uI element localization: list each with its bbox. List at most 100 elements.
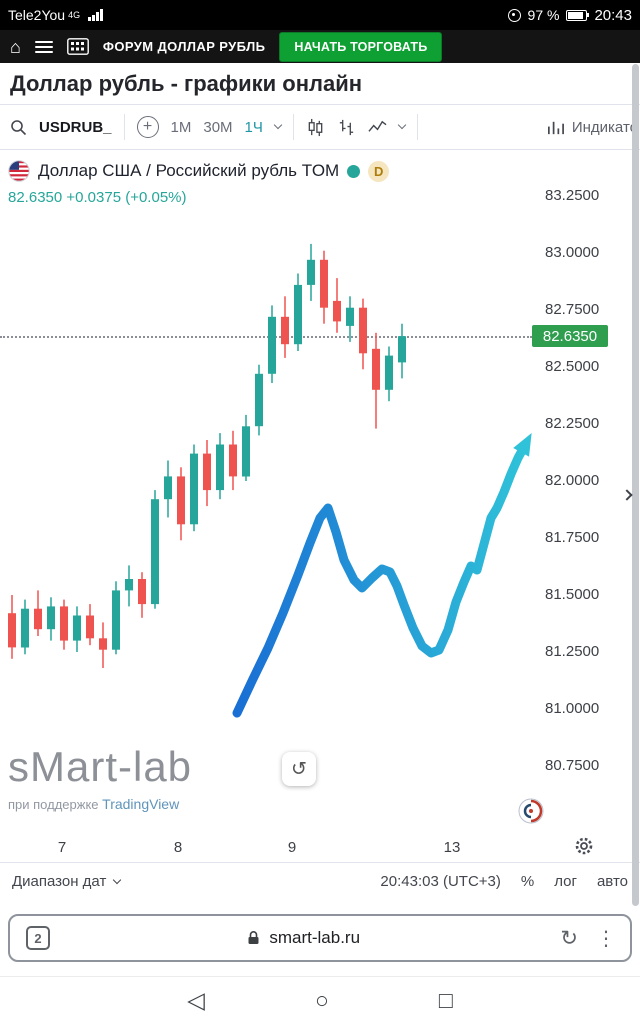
network-type-label: 4G — [68, 10, 81, 20]
log-scale-button[interactable]: лог — [554, 873, 577, 890]
candle — [21, 599, 29, 655]
indicators-button[interactable]: Индикато — [546, 118, 638, 137]
candle — [255, 364, 263, 436]
browser-bottom-bar: 2 smart-lab.ru ↻ ⋮ — [0, 900, 640, 976]
settings-gear-icon[interactable] — [574, 836, 594, 861]
candle — [346, 296, 354, 342]
tab-switcher-button[interactable]: 2 — [26, 926, 50, 950]
start-trading-button[interactable]: НАЧАТЬ ТОРГОВАТЬ — [279, 31, 443, 62]
timeframe-1m-button[interactable]: 1M — [170, 118, 192, 136]
page-title: Доллар рубль - графики онлайн — [10, 70, 363, 96]
percent-scale-button[interactable]: % — [520, 873, 535, 890]
time-axis-label: 7 — [57, 839, 67, 856]
candle — [242, 414, 250, 481]
status-bar: Tele2You 4G 97 % 20:43 — [0, 0, 640, 30]
home-icon[interactable]: ⌂ — [10, 36, 21, 57]
chevron-right-icon — [621, 489, 633, 501]
page-title-row: Доллар рубль - графики онлайн — [0, 63, 640, 104]
search-icon[interactable] — [10, 119, 27, 136]
time-axis-label: 8 — [173, 839, 183, 856]
price-chart-canvas[interactable] — [0, 150, 640, 832]
ohlc-bars-style-icon[interactable] — [337, 118, 356, 137]
date-range-label: Диапазон дат — [12, 873, 107, 890]
candle — [86, 604, 94, 646]
price-axis-label: 82.7500 — [545, 301, 600, 318]
browser-menu-icon[interactable]: ⋮ — [596, 927, 616, 950]
candle — [60, 599, 68, 650]
candle — [164, 460, 172, 518]
candle — [34, 590, 42, 636]
date-range-chevron-icon — [113, 875, 122, 884]
price-axis[interactable]: 83.2500 83.0000 82.7500 82.5000 82.2500 82.00… — [545, 150, 635, 832]
timezone-clock-button[interactable]: 20:43:03 (UTC+3) — [380, 873, 501, 890]
battery-percent-label: 97 % — [527, 7, 560, 23]
page-scrollbar[interactable] — [632, 64, 639, 906]
status-right: 97 % 20:43 — [507, 6, 632, 24]
smartlab-forum-logo-icon[interactable] — [66, 38, 89, 55]
tradingview-link[interactable]: TradingView — [102, 796, 180, 813]
hand-drawn-trend-line[interactable] — [232, 442, 529, 718]
price-axis-label: 80.7500 — [545, 757, 600, 774]
candle — [8, 595, 16, 659]
time-axis-label: 9 — [287, 839, 297, 856]
menu-icon[interactable] — [34, 40, 53, 53]
url-bar[interactable]: smart-lab.ru — [58, 928, 548, 948]
status-clock: 20:43 — [594, 6, 632, 24]
candlestick-style-icon[interactable] — [306, 118, 325, 137]
candle — [190, 444, 198, 532]
last-price-line — [0, 336, 532, 339]
toolbar-separator — [123, 114, 125, 140]
time-axis[interactable]: 7 8 9 13 — [0, 832, 640, 862]
timeframe-1h-button[interactable]: 1Ч — [244, 118, 263, 136]
candle — [112, 581, 120, 655]
price-axis-label: 83.2500 — [545, 187, 600, 204]
auto-scale-button[interactable]: авто — [596, 873, 628, 890]
nav-back-button[interactable]: ◁ — [187, 987, 205, 1013]
timeframe-30m-button[interactable]: 30M — [203, 118, 233, 136]
last-price-label: 82.6350 — [532, 325, 608, 348]
nav-recents-button[interactable]: □ — [438, 987, 453, 1013]
indicators-icon — [547, 121, 564, 134]
forum-link[interactable]: ФОРУМ ДОЛЛАР РУБЛЬ — [102, 39, 266, 54]
browser-refresh-button[interactable]: ↻ — [560, 926, 578, 950]
last-price-text: 82.6350 — [8, 189, 63, 206]
smartlab-chart-logo-icon — [518, 798, 544, 829]
watermark-subtitle: при поддержке TradingView — [8, 796, 180, 813]
price-axis-label: 81.0000 — [545, 700, 600, 717]
lock-icon — [248, 931, 259, 944]
usd-flag-icon — [8, 160, 30, 182]
candle — [359, 298, 367, 370]
candle — [320, 250, 328, 324]
timeframe-chevron-down-icon[interactable] — [273, 120, 283, 130]
chart-style-chevron-down-icon[interactable] — [397, 120, 407, 130]
carrier-label: Tele2You — [8, 7, 66, 23]
site-toolbar: ⌂ ФОРУМ ДОЛЛАР РУБЛЬ НАЧАТЬ ТОРГОВАТЬ — [0, 30, 640, 63]
candle — [333, 278, 341, 333]
chart-header: Доллар США / Российский рубль TOM D 82.6… — [8, 160, 390, 206]
nav-home-button[interactable]: ○ — [314, 987, 329, 1013]
browser-omnibox[interactable]: 2 smart-lab.ru ↻ ⋮ — [8, 914, 632, 962]
candle — [125, 565, 133, 607]
watermark-title: sMart-lab — [8, 743, 193, 790]
candle — [268, 305, 276, 383]
candle — [229, 430, 237, 491]
price-axis-label: 81.2500 — [545, 643, 600, 660]
candle — [216, 433, 224, 500]
chart-area[interactable]: Доллар США / Российский рубль TOM D 82.6… — [0, 150, 640, 862]
data-saver-icon — [507, 8, 521, 22]
symbol-search-button[interactable]: USDRUB_ — [39, 118, 112, 136]
expand-panel-button[interactable] — [616, 482, 638, 508]
market-status-dot — [347, 164, 361, 178]
price-change-text: +0.0375 (+0.05%) — [66, 189, 187, 206]
chart-toolbar: USDRUB_ + 1M 30M 1Ч Индикато — [0, 104, 640, 150]
compare-add-icon[interactable]: + — [136, 116, 159, 138]
line-style-icon[interactable] — [368, 118, 387, 137]
interval-badge[interactable]: D — [368, 160, 390, 182]
price-axis-label: 82.0000 — [545, 472, 600, 489]
instrument-title[interactable]: Доллар США / Российский рубль TOM — [38, 161, 340, 180]
price-axis-label: 82.2500 — [545, 415, 600, 432]
reset-chart-button[interactable]: ↺ — [282, 752, 316, 786]
date-range-button[interactable]: Диапазон дат — [12, 873, 122, 890]
indicators-label: Индикато — [571, 118, 638, 136]
